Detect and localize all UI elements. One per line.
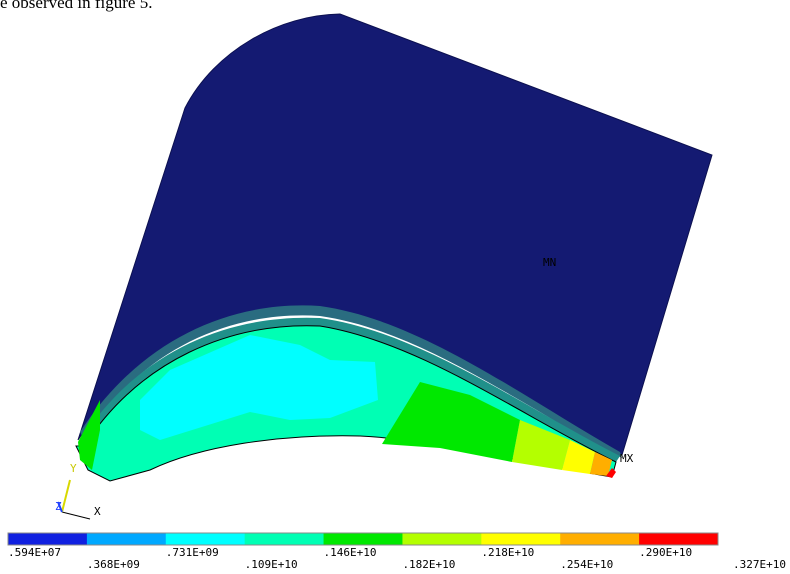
legend-label: .368E+09 xyxy=(87,558,140,571)
legend-label: .290E+10 xyxy=(639,546,692,559)
legend-swatch xyxy=(560,533,639,545)
triad-y-axis xyxy=(62,480,70,512)
legend-label: .146E+10 xyxy=(324,546,377,559)
triad-z-label: Z xyxy=(55,500,62,513)
contour-plot: e observed in figure 5. MN MX Y Z X .594… xyxy=(0,0,790,574)
triad-x-axis xyxy=(62,512,90,519)
legend-label: .731E+09 xyxy=(166,546,219,559)
legend-swatch xyxy=(87,533,166,545)
triad-y-label: Y xyxy=(70,462,77,475)
legend-label: .218E+10 xyxy=(481,546,534,559)
legend-swatch xyxy=(481,533,560,545)
legend-label: .182E+10 xyxy=(402,558,455,571)
caption: e observed in figure 5. xyxy=(0,0,152,12)
legend-swatch xyxy=(8,533,87,545)
triad-x-label: X xyxy=(94,505,101,518)
legend-label: .594E+07 xyxy=(8,546,61,559)
legend-swatch xyxy=(639,533,718,545)
max-marker: MX xyxy=(620,452,634,465)
page: {"caption": "e observed in figure 5.", "… xyxy=(0,0,790,574)
legend-label: .327E+10 xyxy=(733,558,786,571)
min-marker: MN xyxy=(543,256,556,269)
legend-label: .109E+10 xyxy=(245,558,298,571)
legend-swatch xyxy=(166,533,245,545)
legend-label: .254E+10 xyxy=(560,558,613,571)
legend-swatch xyxy=(245,533,324,545)
legend: .594E+07 .368E+09 .731E+09 .109E+10 .146E+10… xyxy=(8,533,786,571)
legend-swatch xyxy=(324,533,403,545)
legend-swatch xyxy=(402,533,481,545)
